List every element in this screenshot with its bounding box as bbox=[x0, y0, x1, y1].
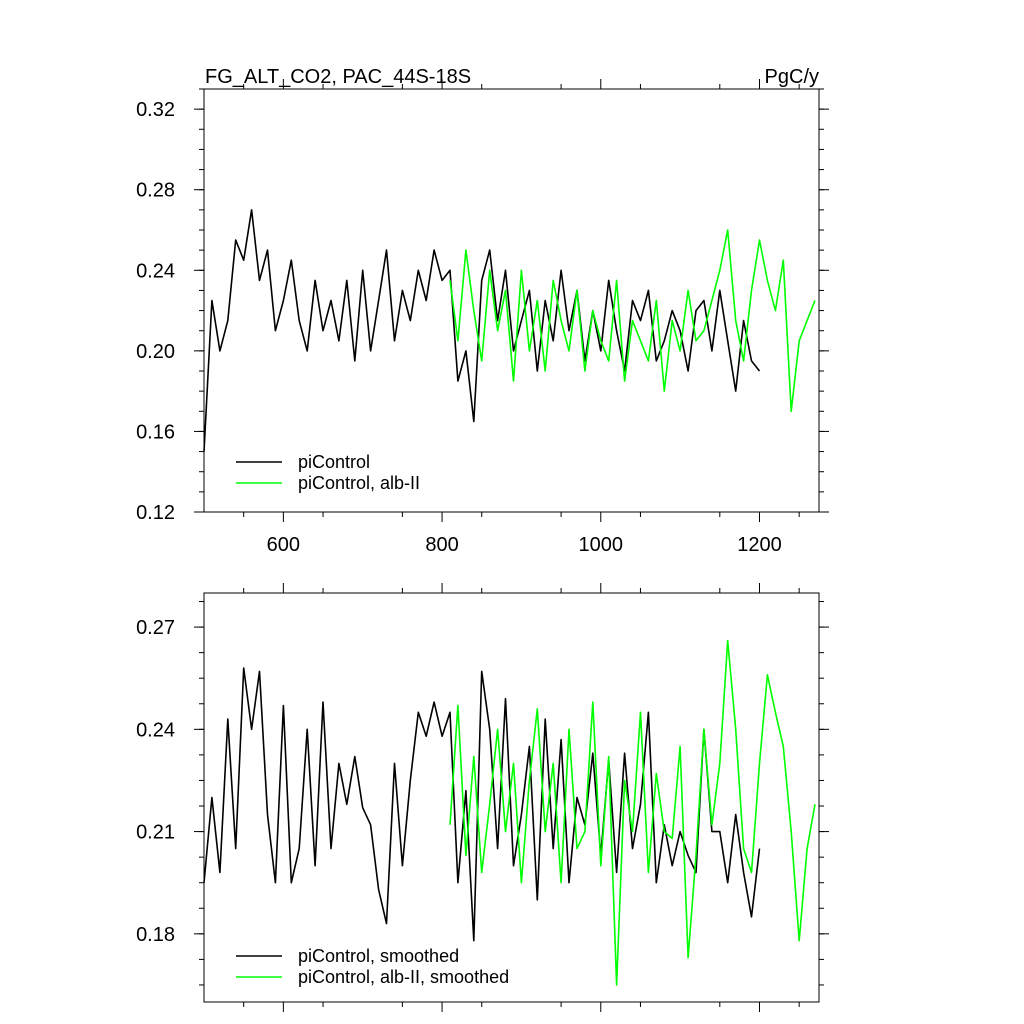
units-label: PgC/y bbox=[765, 66, 819, 88]
y-tick-label: 0.27 bbox=[136, 617, 175, 639]
legend-label: piControl, alb-II bbox=[298, 473, 420, 493]
y-tick-label: 0.24 bbox=[136, 260, 175, 282]
bottom-panel: 0.18 0.21 0.24 0.27 piControl, smoothedpiCon… bbox=[136, 583, 829, 1012]
series-line-picontrol-alb-ii bbox=[449, 229, 816, 413]
x-tick-label: 600 bbox=[267, 534, 300, 556]
plot-frame bbox=[203, 592, 820, 1003]
legend-label: piControl bbox=[298, 452, 370, 472]
y-tick-label: 0.21 bbox=[136, 822, 175, 844]
chart-title: FG_ALT_CO2, PAC_44S-18S bbox=[205, 66, 471, 88]
x-tick-label: 1000 bbox=[579, 534, 624, 556]
series-line-picontrol-alb-ii bbox=[449, 639, 816, 986]
x-tick-label: 800 bbox=[425, 534, 458, 556]
y-tick-label: 0.16 bbox=[136, 421, 175, 443]
y-tick-label: 0.18 bbox=[136, 924, 175, 946]
y-tick-label: 0.20 bbox=[136, 341, 175, 363]
plot-frame bbox=[203, 88, 820, 513]
legend-label: piControl, smoothed bbox=[298, 946, 459, 966]
top-panel: 600 800 1000 1200 0.12 0.16 0.20 0.24 0.28 0.32 pi… bbox=[136, 79, 829, 556]
y-tick-label: 0.24 bbox=[136, 719, 175, 741]
series-line-picontrol bbox=[203, 667, 761, 942]
series-line-picontrol bbox=[203, 209, 761, 452]
y-tick-label: 0.12 bbox=[136, 502, 175, 524]
y-tick-label: 0.28 bbox=[136, 180, 175, 202]
legend-label: piControl, alb-II, smoothed bbox=[298, 967, 509, 987]
y-tick-label: 0.32 bbox=[136, 99, 175, 121]
x-tick-label: 1200 bbox=[737, 534, 782, 556]
